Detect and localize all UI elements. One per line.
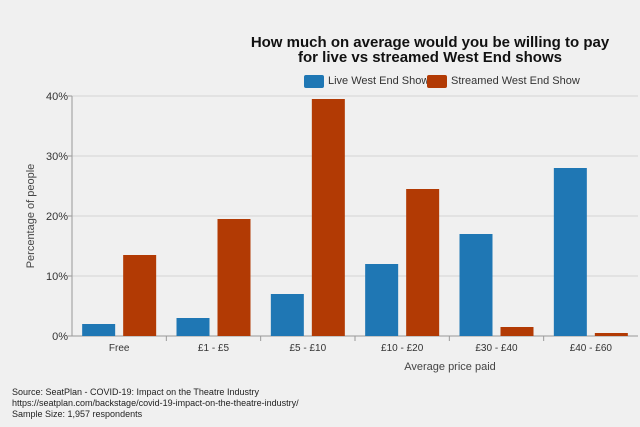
bar-live xyxy=(270,294,304,336)
bar-live xyxy=(459,234,493,336)
bar-streamed xyxy=(406,189,440,336)
source-line-1: Source: SeatPlan - COVID-19: Impact on t… xyxy=(12,387,259,397)
y-tick-label: 0% xyxy=(52,331,68,343)
source-line-2: https://seatplan.com/backstage/covid-19-… xyxy=(12,398,299,408)
x-tick-label: £40 - £60 xyxy=(570,343,613,354)
bar-streamed xyxy=(594,333,628,336)
x-tick-label: £30 - £40 xyxy=(475,343,518,354)
y-tick-label: 20% xyxy=(46,211,68,223)
x-tick-label: £10 - £20 xyxy=(381,343,424,354)
x-tick-label: £5 - £10 xyxy=(289,343,326,354)
bar-streamed xyxy=(217,219,251,336)
y-tick-label: 10% xyxy=(46,271,68,283)
bar-streamed xyxy=(311,99,345,336)
chart-title-line-2: for live vs streamed West End shows xyxy=(298,49,562,66)
bar-live xyxy=(553,168,587,336)
bar-live xyxy=(365,264,399,336)
legend-item-streamed: Streamed West End Show xyxy=(427,74,580,88)
y-tick-label: 40% xyxy=(46,91,68,103)
bar-live xyxy=(82,324,116,336)
x-axis-label: Average price paid xyxy=(404,361,496,373)
chart-title-line-1: How much on average would you be willing… xyxy=(250,34,610,51)
x-tick-label: Free xyxy=(109,343,130,354)
legend-swatch-live xyxy=(304,74,324,88)
bar-streamed xyxy=(123,255,157,336)
x-tick-label: £1 - £5 xyxy=(198,343,230,354)
bar-streamed xyxy=(500,327,534,336)
legend-item-live: Live West End Show xyxy=(304,74,429,88)
y-tick-label: 30% xyxy=(46,151,68,163)
legend-swatch-streamed xyxy=(427,74,447,88)
legend-label-live: Live West End Show xyxy=(328,75,430,87)
bar-live xyxy=(176,318,210,336)
y-axis-label: Percentage of people xyxy=(25,164,37,269)
source-line-3: Sample Size: 1,957 respondents xyxy=(12,409,143,419)
legend-label-streamed: Streamed West End Show xyxy=(451,75,580,87)
